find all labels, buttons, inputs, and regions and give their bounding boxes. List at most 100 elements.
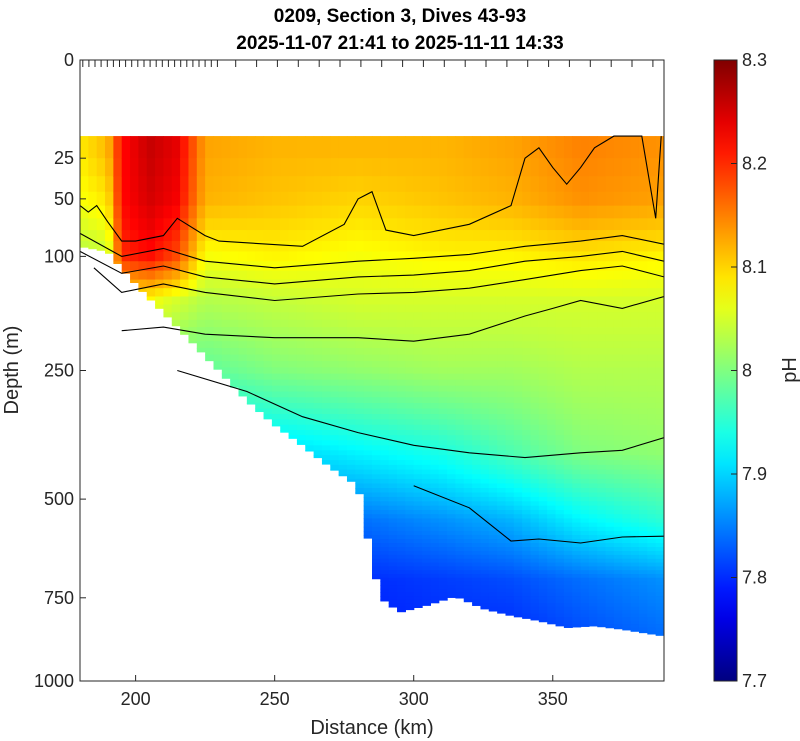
heatmap-cell (413, 460, 423, 466)
heatmap-cell (522, 361, 532, 368)
heatmap-cell (638, 402, 648, 410)
heatmap-cell (380, 530, 390, 536)
heatmap-cell (105, 205, 114, 219)
heatmap-cell (497, 573, 507, 579)
heatmap-cell (238, 205, 248, 219)
heatmap-cell (363, 419, 373, 426)
heatmap-cell (305, 158, 315, 177)
heatmap-cell (338, 379, 348, 387)
heatmap-cell (588, 478, 598, 485)
heatmap-cell (405, 327, 415, 335)
heatmap-cell (538, 373, 548, 381)
heatmap-cell (405, 435, 415, 441)
heatmap-cell (538, 550, 548, 556)
heatmap-cell (255, 408, 265, 413)
heatmap-cell (513, 505, 523, 511)
heatmap-cell (271, 397, 281, 404)
heatmap-cell (538, 327, 548, 335)
heatmap-cell (513, 430, 523, 436)
heatmap-cell (413, 391, 423, 398)
heatmap-cell (630, 469, 640, 475)
heatmap-cell (180, 304, 190, 313)
heatmap-cell (271, 288, 281, 298)
heatmap-cell (472, 599, 482, 604)
heatmap-cell (505, 218, 515, 231)
heatmap-cell (497, 312, 507, 321)
heatmap-cell (405, 469, 415, 475)
heatmap-cell (555, 577, 565, 583)
heatmap-cell (588, 296, 598, 306)
heatmap-cell (196, 288, 206, 298)
heatmap-cell (555, 327, 565, 335)
heatmap-cell (647, 304, 657, 313)
heatmap-cell (472, 478, 482, 485)
heatmap-cell (138, 261, 148, 272)
heatmap-cell (513, 534, 523, 540)
heatmap-cell (422, 547, 431, 552)
heatmap-cell (338, 445, 348, 451)
heatmap-cell (605, 518, 615, 524)
heatmap-cell (622, 550, 632, 556)
heatmap-cell (530, 581, 540, 586)
heatmap-cell (455, 304, 465, 313)
heatmap-cell (230, 191, 240, 207)
heatmap-cell (372, 241, 381, 252)
heatmap-cell (472, 455, 482, 461)
heatmap-cell (405, 367, 415, 375)
heatmap-cell (538, 581, 548, 586)
heatmap-cell (472, 570, 482, 575)
heatmap-cell (655, 136, 664, 159)
heatmap-cell (480, 379, 490, 387)
heatmap-cell (238, 361, 248, 368)
heatmap-cell (647, 526, 657, 532)
heatmap-cell (246, 296, 256, 306)
heatmap-cell (480, 136, 490, 159)
heatmap-cell (630, 176, 640, 193)
heatmap-cell (580, 191, 590, 207)
heatmap-cell (455, 430, 465, 436)
heatmap-cell (572, 288, 582, 298)
heatmap-cell (655, 327, 664, 335)
heatmap-cell (513, 496, 523, 502)
heatmap-cell (563, 514, 573, 520)
heatmap-cell (422, 347, 431, 356)
heatmap-cell (547, 424, 557, 431)
heatmap-cell (547, 554, 557, 560)
heatmap-cell (196, 304, 206, 313)
heatmap-cell (196, 312, 206, 321)
heatmap-cell (480, 158, 490, 177)
heatmap-cell (321, 445, 331, 451)
heatmap-cell (522, 588, 532, 593)
heatmap-cell (572, 334, 582, 342)
heatmap-cell (597, 464, 607, 471)
heatmap-cell (563, 445, 573, 451)
heatmap-cell (280, 296, 290, 306)
heatmap-cell (280, 347, 290, 356)
heatmap-cell (597, 319, 607, 328)
heatmap-cell (413, 483, 423, 489)
heatmap-cell (522, 450, 532, 456)
heatmap-cell (346, 367, 356, 375)
heatmap-cell (88, 205, 98, 219)
heatmap-cell (497, 464, 507, 471)
heatmap-cell (472, 543, 482, 548)
heatmap-cell (563, 501, 573, 507)
heatmap-cell (538, 585, 548, 590)
heatmap-cell (572, 402, 582, 410)
heatmap-cell (513, 610, 523, 615)
heatmap-cell (630, 296, 640, 306)
heatmap-cell (163, 205, 173, 219)
heatmap-cell (380, 251, 390, 262)
heatmap-cell (522, 487, 532, 494)
heatmap-cell (430, 483, 440, 489)
heatmap-cell (330, 373, 340, 381)
heatmap-cell (397, 445, 406, 451)
heatmap-cell (638, 419, 648, 426)
heatmap-cell (497, 539, 507, 544)
heatmap-cell (497, 514, 507, 520)
heatmap-cell (655, 526, 664, 532)
heatmap-cell (238, 261, 248, 272)
heatmap-cell (522, 347, 532, 356)
heatmap-cell (563, 613, 573, 618)
heatmap-cell (638, 385, 648, 393)
